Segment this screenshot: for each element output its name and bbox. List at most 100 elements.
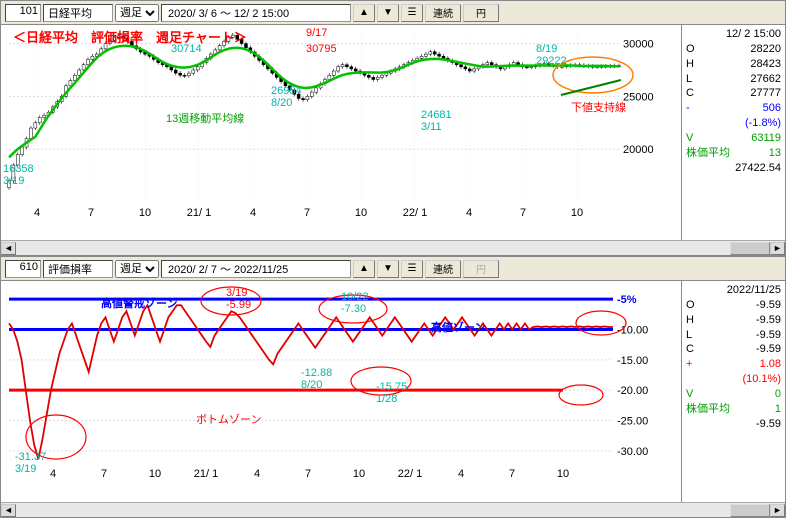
side-datetime-2: 2022/11/25	[686, 283, 781, 298]
svg-text:10: 10	[355, 207, 367, 219]
svg-text:25000: 25000	[623, 91, 654, 103]
svg-text:7: 7	[520, 207, 526, 219]
L-lbl: L	[686, 72, 692, 87]
annotation: 9/17	[306, 27, 327, 39]
svg-text:7: 7	[305, 468, 311, 480]
code-input-1[interactable]: 101	[5, 4, 41, 22]
menu-button-2[interactable]: ☰	[401, 260, 423, 278]
svg-text:7: 7	[304, 207, 310, 219]
V-lbl: V	[686, 131, 693, 146]
annotation: 10/22	[341, 291, 369, 303]
interval-select-1[interactable]: 週足	[115, 4, 159, 22]
svg-text:10: 10	[353, 468, 365, 480]
toolbar-1: 101 日経平均 週足 2020/ 3/ 6 ～ 12/ 2 15:00 ▲ ▼…	[1, 1, 785, 25]
svg-text:21/ 1: 21/ 1	[194, 468, 218, 480]
annotation: -15.75	[376, 381, 407, 393]
side-panel-2: 2022/11/25 O-9.59 H-9.59 L-9.59 C-9.59 +…	[681, 281, 785, 502]
annotation: -5.99	[226, 299, 251, 311]
annotation: 13週移動平均線	[166, 110, 244, 126]
ma-lbl: 株価平均	[686, 146, 730, 161]
toolbar-2: 610 評価損率 週足 2020/ 2/ 7 ～ 2022/11/25 ▲ ▼ …	[1, 257, 785, 281]
svg-text:4: 4	[458, 468, 464, 480]
annotation: 高値警戒ゾーン	[101, 295, 177, 311]
name-field-1[interactable]: 日経平均	[43, 4, 113, 22]
scroll-thumb[interactable]	[730, 242, 770, 255]
annotation: 8/20	[271, 97, 292, 109]
annotation: 3/19	[15, 463, 36, 475]
pct-val: (-1.8%)	[745, 116, 781, 131]
scroll-right-icon[interactable]: ►	[770, 242, 785, 255]
panel-nikkei: 101 日経平均 週足 2020/ 3/ 6 ～ 12/ 2 15:00 ▲ ▼…	[1, 1, 785, 257]
range-field-1: 2020/ 3/ 6 ～ 12/ 2 15:00	[161, 4, 351, 22]
svg-text:10: 10	[557, 468, 569, 480]
scroll-track[interactable]	[16, 242, 770, 255]
continuous-button-2[interactable]: 連続	[425, 260, 461, 278]
annotation: 8/20	[301, 379, 322, 391]
scrollbar-1[interactable]: ◄ ►	[1, 240, 785, 255]
scroll-track-2[interactable]	[16, 504, 770, 517]
svg-text:7: 7	[88, 207, 94, 219]
svg-text:4: 4	[50, 468, 56, 480]
chart-row-1: 200002500030000471021/ 1471022/ 14710 9/…	[1, 25, 785, 240]
svg-text:4: 4	[34, 207, 40, 219]
menu-button-1[interactable]: ☰	[401, 4, 423, 22]
name-field-2[interactable]: 評価損率	[43, 260, 113, 278]
annotation: 30795	[306, 43, 337, 55]
svg-text:4: 4	[254, 468, 260, 480]
annotation: 26954	[271, 85, 302, 97]
down-button-2[interactable]: ▼	[377, 260, 399, 278]
yen-button-1[interactable]: 円	[463, 4, 499, 22]
annotation: ボトムゾーン	[196, 411, 261, 427]
code-input-2[interactable]: 610	[5, 260, 41, 278]
down-button-1[interactable]: ▼	[377, 4, 399, 22]
svg-text:7: 7	[101, 468, 107, 480]
O-val: 28220	[750, 42, 781, 57]
svg-text:22/ 1: 22/ 1	[403, 207, 427, 219]
interval-select-2[interactable]: 週足	[115, 260, 159, 278]
scroll-right-icon-2[interactable]: ►	[770, 504, 785, 517]
scroll-thumb-2[interactable]	[730, 504, 770, 517]
svg-text:-25.00: -25.00	[617, 416, 648, 428]
annotation: 3/11	[421, 121, 442, 133]
app-window: 101 日経平均 週足 2020/ 3/ 6 ～ 12/ 2 15:00 ▲ ▼…	[0, 0, 786, 518]
annotation: -12.88	[301, 367, 332, 379]
svg-text:-30.00: -30.00	[617, 446, 648, 458]
yen-button-2[interactable]: 円	[463, 260, 499, 278]
svg-text:4: 4	[250, 207, 256, 219]
up-button-1[interactable]: ▲	[353, 4, 375, 22]
annotation: 高値ゾーン	[431, 319, 485, 335]
svg-text:30000: 30000	[623, 39, 654, 51]
svg-text:10: 10	[149, 468, 161, 480]
chart-area-2[interactable]: -5%-10.00-15.00-20.00-25.00-30.00471021/…	[1, 281, 681, 502]
chg-lbl: -	[686, 101, 690, 116]
svg-text:-20.00: -20.00	[617, 385, 648, 397]
annotation: 3/19	[3, 175, 24, 187]
up-button-2[interactable]: ▲	[353, 260, 375, 278]
scrollbar-2[interactable]: ◄ ►	[1, 502, 785, 517]
side-datetime-1: 12/ 2 15:00	[686, 27, 781, 42]
chart-area-1[interactable]: 200002500030000471021/ 1471022/ 14710 9/…	[1, 25, 681, 240]
annotation: 24681	[421, 109, 452, 121]
svg-text:21/ 1: 21/ 1	[187, 207, 211, 219]
L-val: 27662	[750, 72, 781, 87]
annotation: 3/19	[226, 287, 247, 299]
ma-val: 27422.54	[735, 161, 781, 176]
C-lbl: C	[686, 86, 694, 101]
svg-text:20000: 20000	[623, 144, 654, 156]
continuous-button-1[interactable]: 連続	[425, 4, 461, 22]
scroll-left-icon[interactable]: ◄	[1, 242, 16, 255]
annotation: 1/28	[376, 393, 397, 405]
annotation: -7.30	[341, 303, 366, 315]
side-panel-1: 12/ 2 15:00 O28220 H28423 L27662 C27777 …	[681, 25, 785, 240]
ma-n: 13	[769, 146, 781, 161]
H-lbl: H	[686, 57, 694, 72]
chg-val: 506	[763, 101, 781, 116]
V-val: 63119	[751, 131, 781, 146]
C-val: 27777	[750, 86, 781, 101]
annotation: 8/19	[536, 43, 557, 55]
O-lbl: O	[686, 42, 695, 57]
scroll-left-icon-2[interactable]: ◄	[1, 504, 16, 517]
annotation: 16358	[3, 163, 34, 175]
chart-row-2: -5%-10.00-15.00-20.00-25.00-30.00471021/…	[1, 281, 785, 502]
svg-text:-15.00: -15.00	[617, 355, 648, 367]
